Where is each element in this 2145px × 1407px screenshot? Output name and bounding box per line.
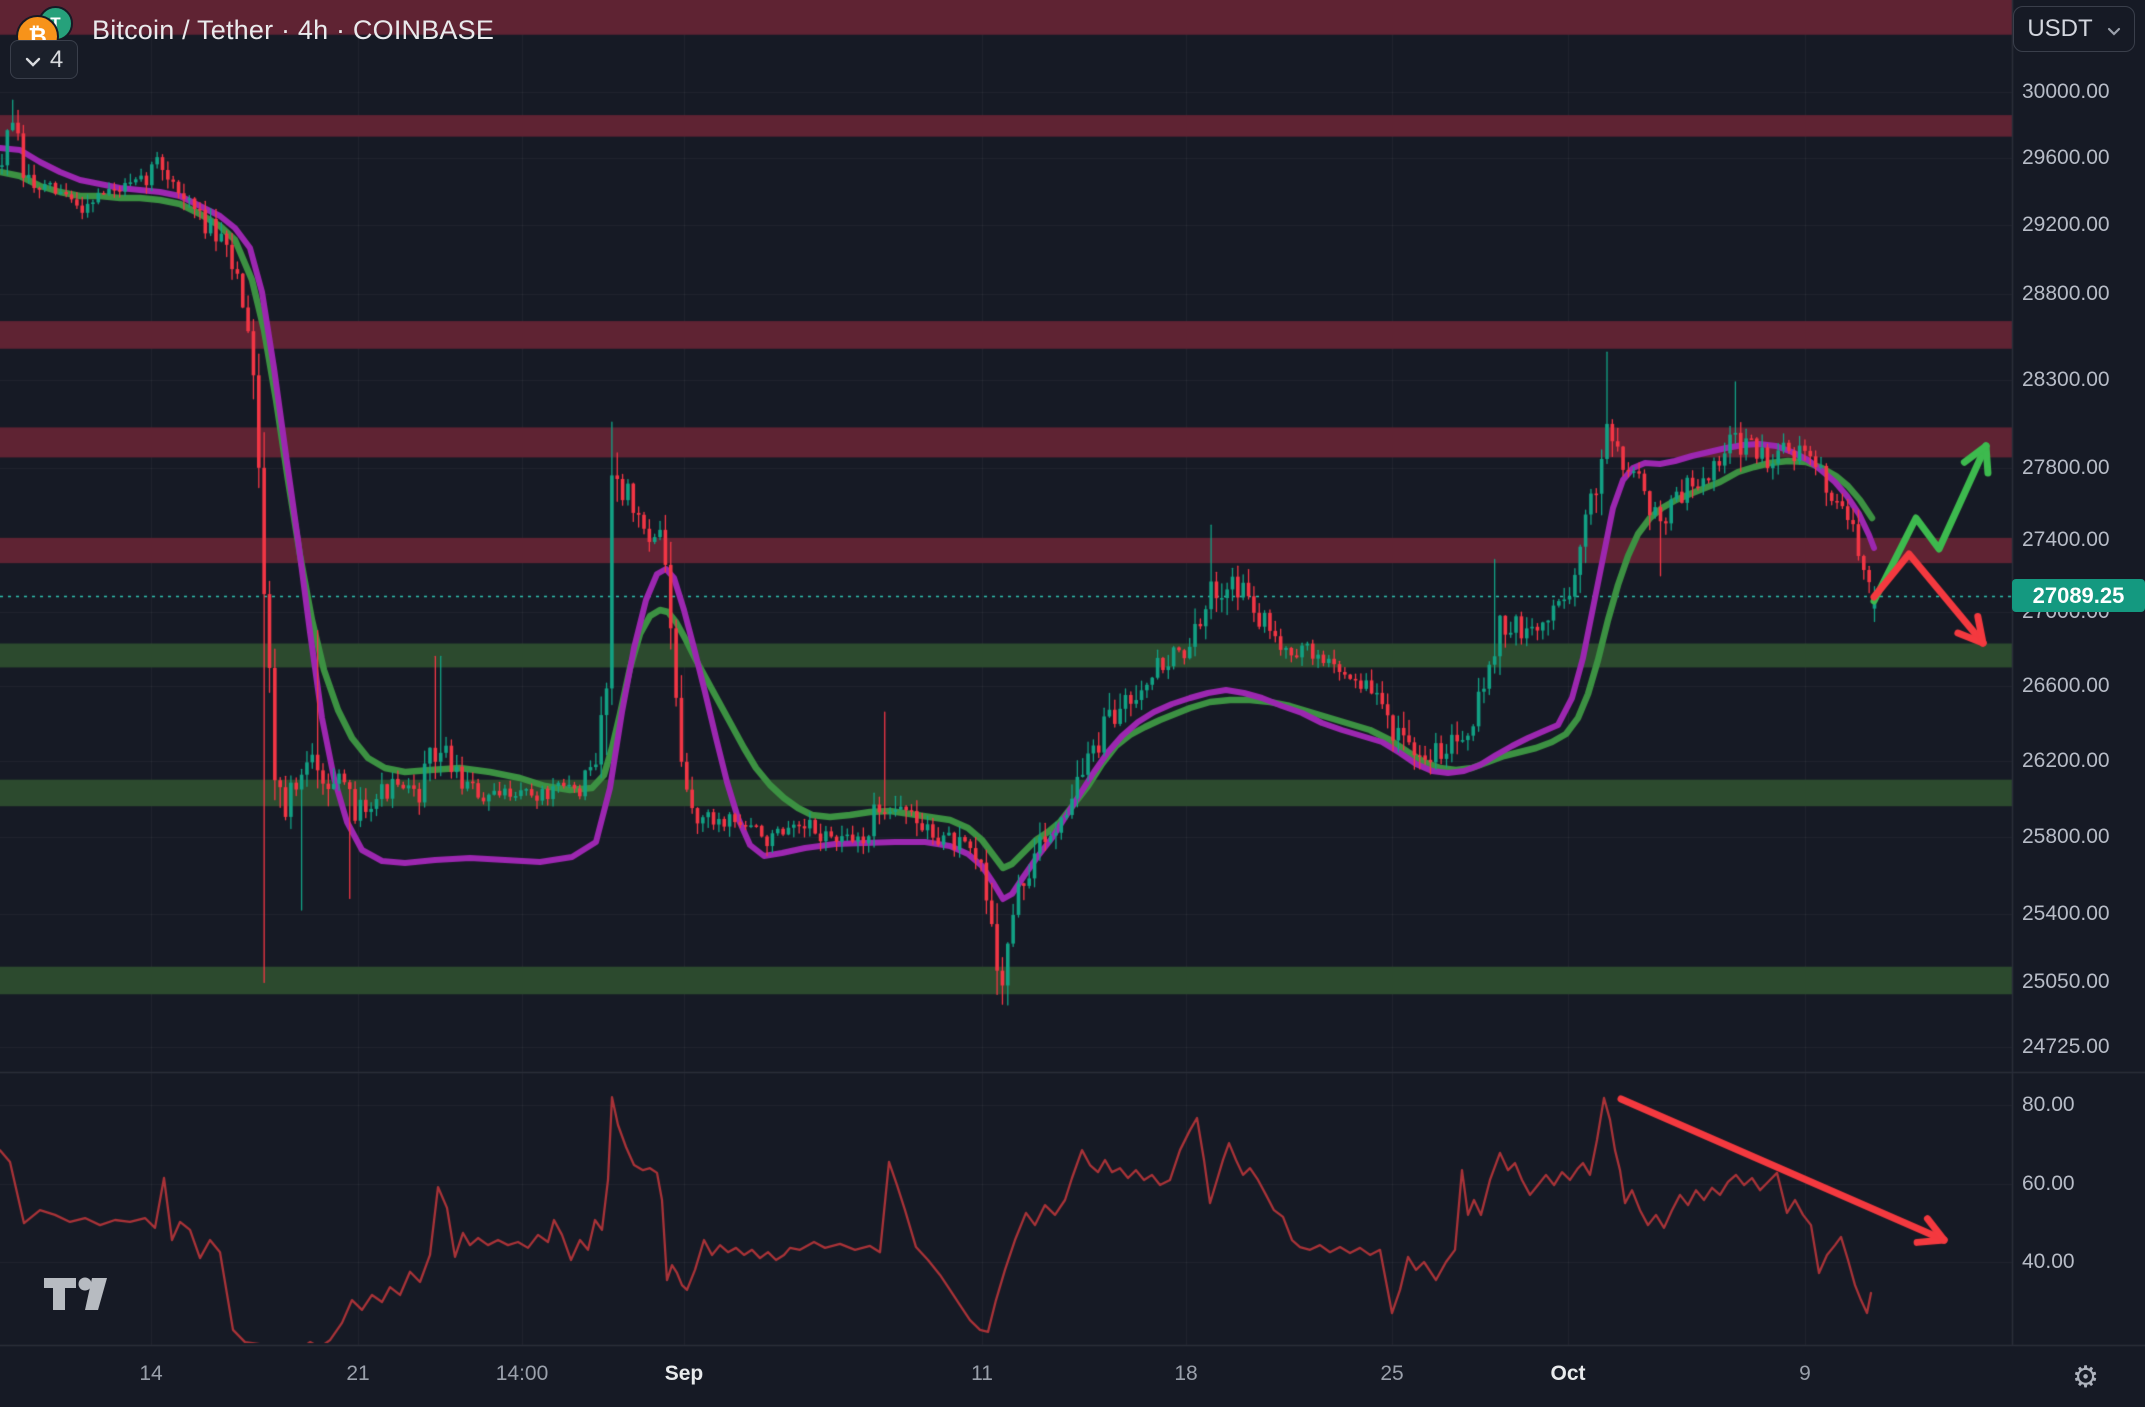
time-tick-label: 21 (346, 1362, 370, 1385)
price-tick-label: 26600.00 (2022, 673, 2110, 697)
rsi-tick-label: 60.00 (2022, 1171, 2075, 1195)
symbol-legend: T ₿ Bitcoin / Tether · 4h · COINBASE (14, 6, 495, 58)
price-tick-label: 26200.00 (2022, 748, 2110, 772)
last-price-label: 27089.25 (2012, 579, 2145, 613)
currency-label: USDT (2027, 15, 2093, 42)
price-tick-label: 25050.00 (2022, 970, 2110, 994)
time-tick-label: 25 (1380, 1362, 1404, 1385)
price-tick-label: 29200.00 (2022, 213, 2110, 237)
price-tick-label: 27400.00 (2022, 527, 2110, 551)
time-tick-label: Oct (1550, 1362, 1586, 1385)
gear-icon[interactable]: ⚙ (2072, 1361, 2099, 1394)
price-tick-label: 28800.00 (2022, 281, 2110, 305)
time-tick-label: 14 (139, 1362, 163, 1385)
chevron-down-icon (2107, 15, 2121, 43)
price-axis-scale[interactable]: 30000.00 29600.00 29200.00 28800.00 28300.00… (2012, 0, 2145, 1345)
currency-selector[interactable]: USDT (2013, 6, 2135, 52)
interval-badge-label: 4 (49, 45, 64, 73)
time-tick-label: 18 (1174, 1362, 1198, 1385)
rsi-tick-label: 40.00 (2022, 1250, 2075, 1273)
tradingview-logo[interactable] (44, 1276, 108, 1319)
rsi-tick-label: 80.00 (2022, 1093, 2075, 1116)
time-tick-label: 14:00 (495, 1362, 549, 1385)
price-tick-label: 25400.00 (2022, 901, 2110, 925)
symbol-title[interactable]: Bitcoin / Tether · 4h · COINBASE (92, 14, 495, 45)
price-tick-label: 27800.00 (2022, 456, 2110, 480)
price-tick-label: 25800.00 (2022, 824, 2110, 848)
time-axis-scale[interactable]: 14 21 14:00 Sep 11 18 25 Oct 9 (0, 1346, 2012, 1407)
time-tick-label: 11 (971, 1362, 993, 1385)
time-tick-label: 9 (1799, 1362, 1811, 1385)
interval-change-button[interactable]: 4 (10, 40, 78, 79)
chevron-down-icon (25, 46, 41, 74)
price-tick-label: 28300.00 (2022, 368, 2110, 392)
time-tick-label: Sep (664, 1362, 704, 1385)
price-tick-label: 30000.00 (2022, 80, 2110, 103)
price-tick-label: 24725.00 (2022, 1034, 2110, 1058)
price-tick-label: 29600.00 (2022, 146, 2110, 170)
